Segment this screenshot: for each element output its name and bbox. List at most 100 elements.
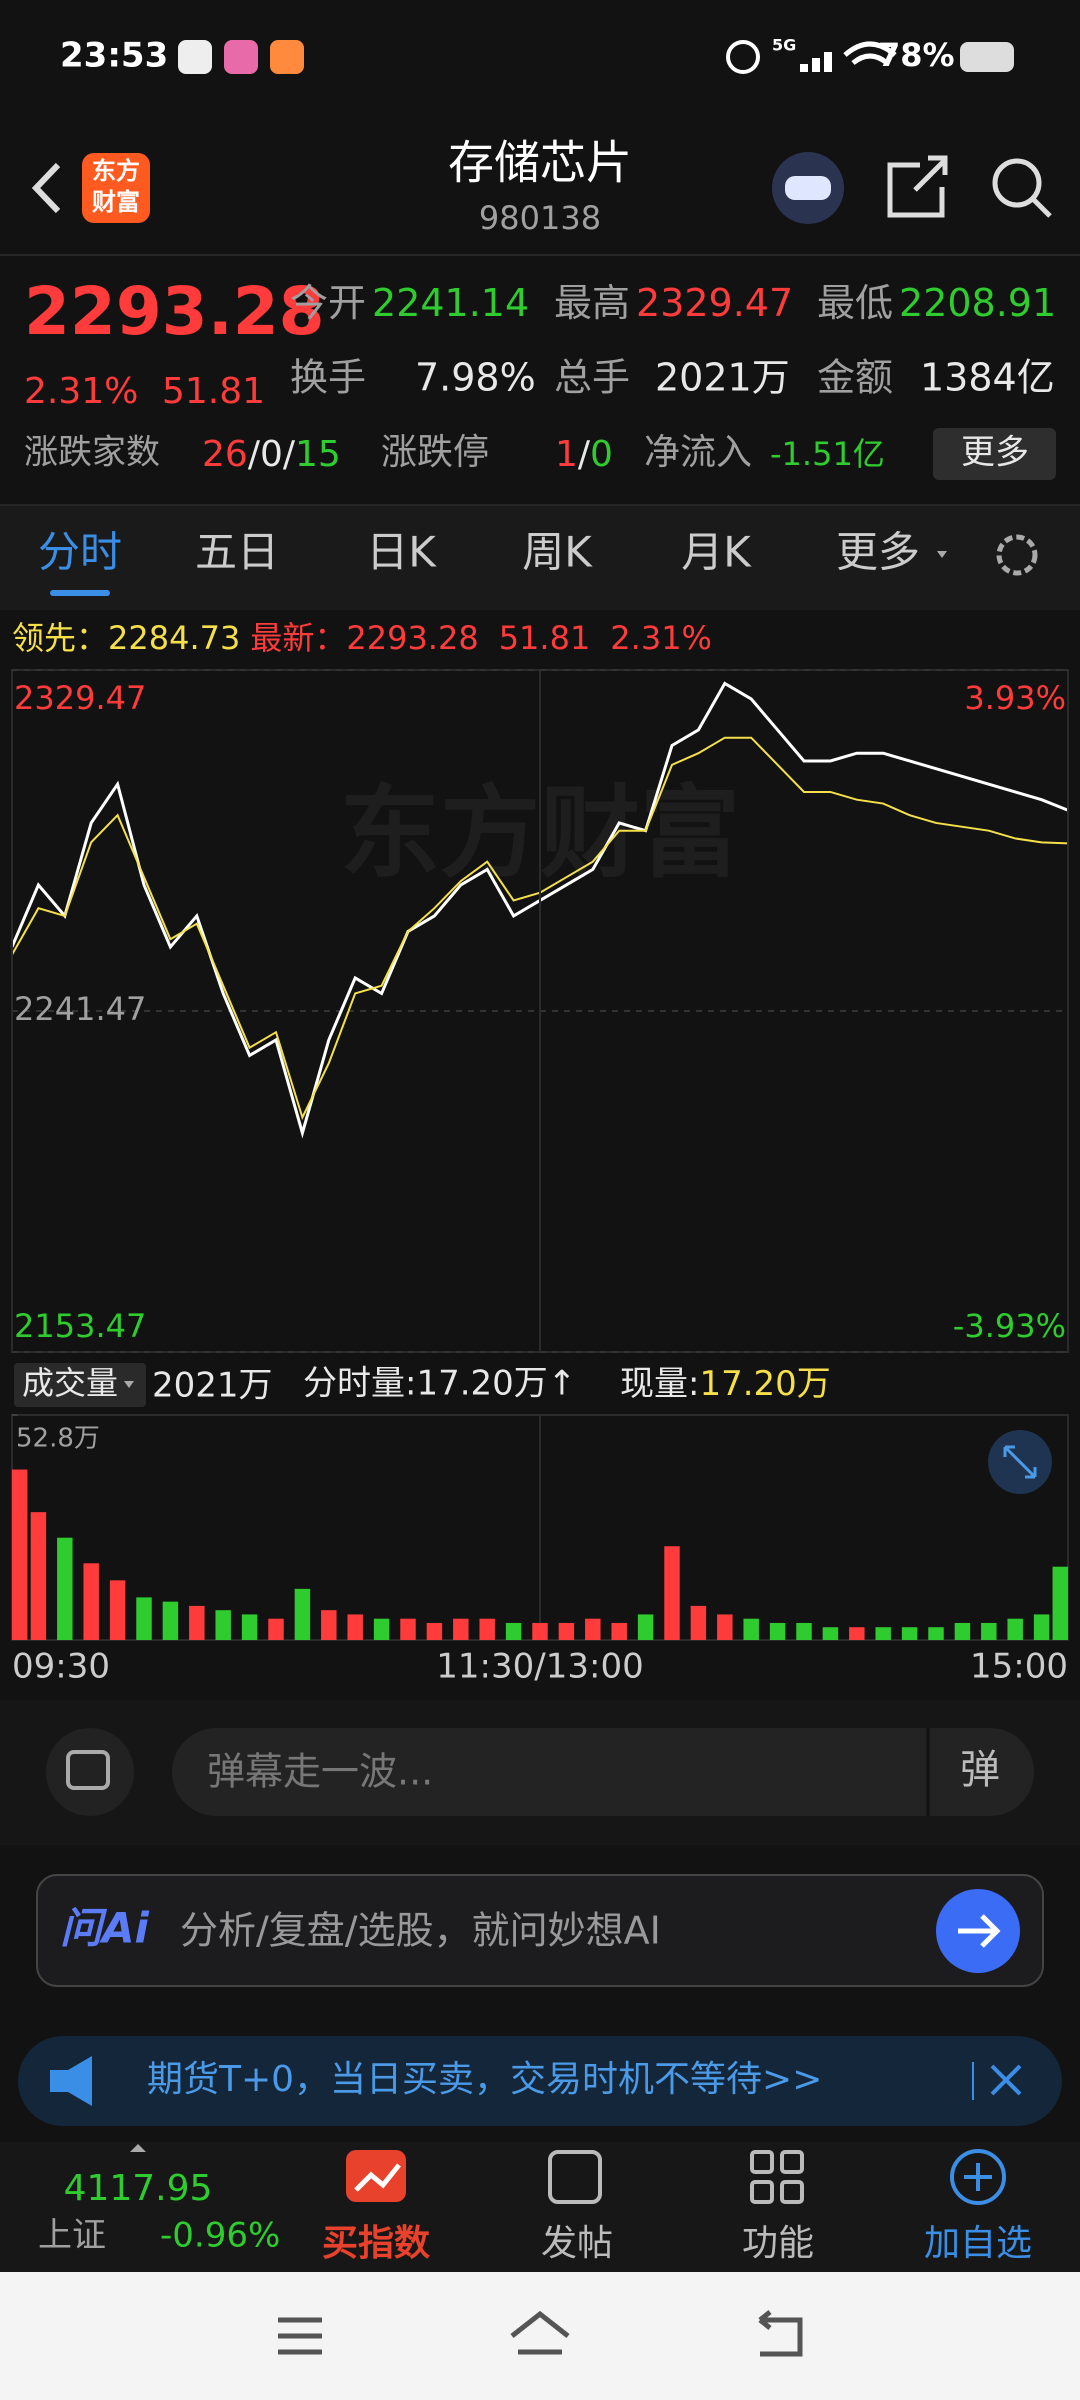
- index-caret: [130, 2144, 146, 2152]
- breadth: 26/0/15: [202, 434, 341, 475]
- turnover-label: 换手: [290, 356, 366, 400]
- index-value: 4117.95: [64, 2168, 213, 2209]
- quote-low: 最低 2208.91: [817, 281, 1056, 325]
- tab[interactable]: 五日: [195, 528, 279, 577]
- arrow-icon: [958, 1914, 1001, 1948]
- volume-bar: [215, 1610, 231, 1640]
- more-button[interactable]: [933, 428, 1056, 480]
- tab[interactable]: 分时: [38, 528, 122, 577]
- megaphone-icon: [50, 2056, 92, 2106]
- chart-legend-part: 2293.28: [346, 619, 478, 657]
- tab-underline: [50, 590, 110, 596]
- y2-tick-label: -3.93%: [953, 1307, 1066, 1345]
- volume-bar: [769, 1622, 786, 1640]
- system-nav-bg: [0, 2272, 1080, 2400]
- chart-legend-part: 最新：: [250, 619, 346, 657]
- volume-bar: [162, 1601, 179, 1640]
- breadth-part: /: [283, 434, 296, 475]
- quote-open-part: 今开: [290, 281, 366, 325]
- volume-bar: [532, 1622, 548, 1640]
- tab[interactable]: 周K: [522, 528, 593, 577]
- volume-bar: [796, 1622, 812, 1640]
- home-key[interactable]: [510, 2310, 570, 2355]
- quote-low-part: 最低: [817, 281, 893, 325]
- current-volume-part: 现量:: [620, 1364, 699, 1404]
- app-icon: [270, 40, 304, 74]
- chart-legend-part: 2284.73: [108, 619, 240, 657]
- nav-bg: [0, 2142, 1080, 2272]
- back-button[interactable]: [31, 162, 61, 214]
- volume-bar: [954, 1622, 971, 1640]
- tab[interactable]: 更多: [836, 528, 920, 577]
- x-tick-label: 15:00: [970, 1647, 1068, 1687]
- back-key[interactable]: [758, 2310, 803, 2357]
- volume-bar: [558, 1622, 575, 1640]
- settings-button[interactable]: [996, 534, 1038, 576]
- volume-bar: [1033, 1614, 1050, 1640]
- interval-volume: 分时量:17.20万↑: [303, 1364, 576, 1404]
- y-tick-label: 2329.47: [14, 679, 146, 717]
- signal-icon: [800, 52, 832, 72]
- search-handle: [1031, 197, 1052, 218]
- volume-bar: [189, 1605, 205, 1640]
- func-icon[interactable]: [750, 2150, 804, 2204]
- volume-bar: [981, 1622, 997, 1640]
- tab[interactable]: 月K: [681, 528, 752, 577]
- tab[interactable]: 日K: [366, 528, 437, 577]
- app-icon: [224, 40, 258, 74]
- volume-bar: [717, 1614, 733, 1640]
- quote-high: 最高 2329.47: [554, 281, 793, 325]
- volume-bar: [690, 1605, 707, 1640]
- menu-key[interactable]: [278, 2317, 322, 2355]
- banner-text: 期货T+0，当日买卖，交易时机不等待>>: [147, 2059, 822, 2100]
- volume-bar: [875, 1627, 891, 1640]
- volume-bar: [30, 1512, 47, 1640]
- danmaku-toggle[interactable]: [46, 1728, 134, 1816]
- volume-bar: [400, 1618, 416, 1640]
- watch-icon[interactable]: [950, 2149, 1006, 2205]
- y-tick-label: 52.8万: [16, 1424, 100, 1454]
- battery-icon: [960, 42, 1014, 72]
- send-danmaku-icon[interactable]: 弹: [960, 1747, 1000, 1793]
- chart-legend: 领先：2284.73 最新：2293.28 51.81 2.31%: [12, 619, 712, 657]
- volume-bar: [1052, 1566, 1068, 1640]
- app-icon: [178, 40, 212, 74]
- ai-placeholder: 分析/复盘/选股，就问妙想AI: [180, 1909, 661, 1953]
- index-name: 上证: [38, 2216, 106, 2256]
- post-icon[interactable]: [548, 2150, 602, 2204]
- volume-bar: [268, 1618, 284, 1640]
- share-button[interactable]: [887, 155, 948, 218]
- comment-placeholder: 弹幕走一波...: [207, 1750, 433, 1794]
- search-button[interactable]: [992, 158, 1042, 208]
- volume-bar: [901, 1627, 918, 1640]
- amount-value: 1384亿: [920, 356, 1055, 400]
- volume-bar: [928, 1627, 944, 1640]
- current-volume-part: 17.20万: [699, 1364, 830, 1404]
- quote-high-part: 2329.47: [636, 281, 793, 325]
- volume-bar: [109, 1580, 126, 1640]
- netflow-label: 净流入: [644, 432, 752, 473]
- volume-bar: [505, 1622, 522, 1640]
- volume-bar: [83, 1563, 99, 1640]
- volume-title: 成交量: [22, 1364, 118, 1402]
- logo-text: 财富: [92, 188, 140, 216]
- ai-input[interactable]: [36, 1874, 1044, 1987]
- nav-post: 发帖: [541, 2223, 613, 2264]
- battery-level: 78%: [878, 36, 955, 74]
- more-button-label[interactable]: 更多: [961, 433, 1029, 473]
- limit-part: 1: [555, 434, 578, 475]
- dropdown-caret: [124, 1381, 134, 1388]
- banner[interactable]: [18, 2036, 1062, 2126]
- close-banner[interactable]: [990, 2064, 1022, 2096]
- network-type: 5G: [772, 36, 796, 55]
- logo-text: 东方: [92, 157, 140, 185]
- stock-code: 980138: [479, 199, 601, 237]
- comment-input[interactable]: [172, 1728, 1034, 1816]
- price: 2293.28: [24, 273, 325, 350]
- volume-selector[interactable]: [14, 1363, 146, 1407]
- breadth-part: 0: [260, 434, 283, 475]
- limit: 1/0: [555, 434, 613, 475]
- nav-watch: 加自选: [924, 2223, 1032, 2264]
